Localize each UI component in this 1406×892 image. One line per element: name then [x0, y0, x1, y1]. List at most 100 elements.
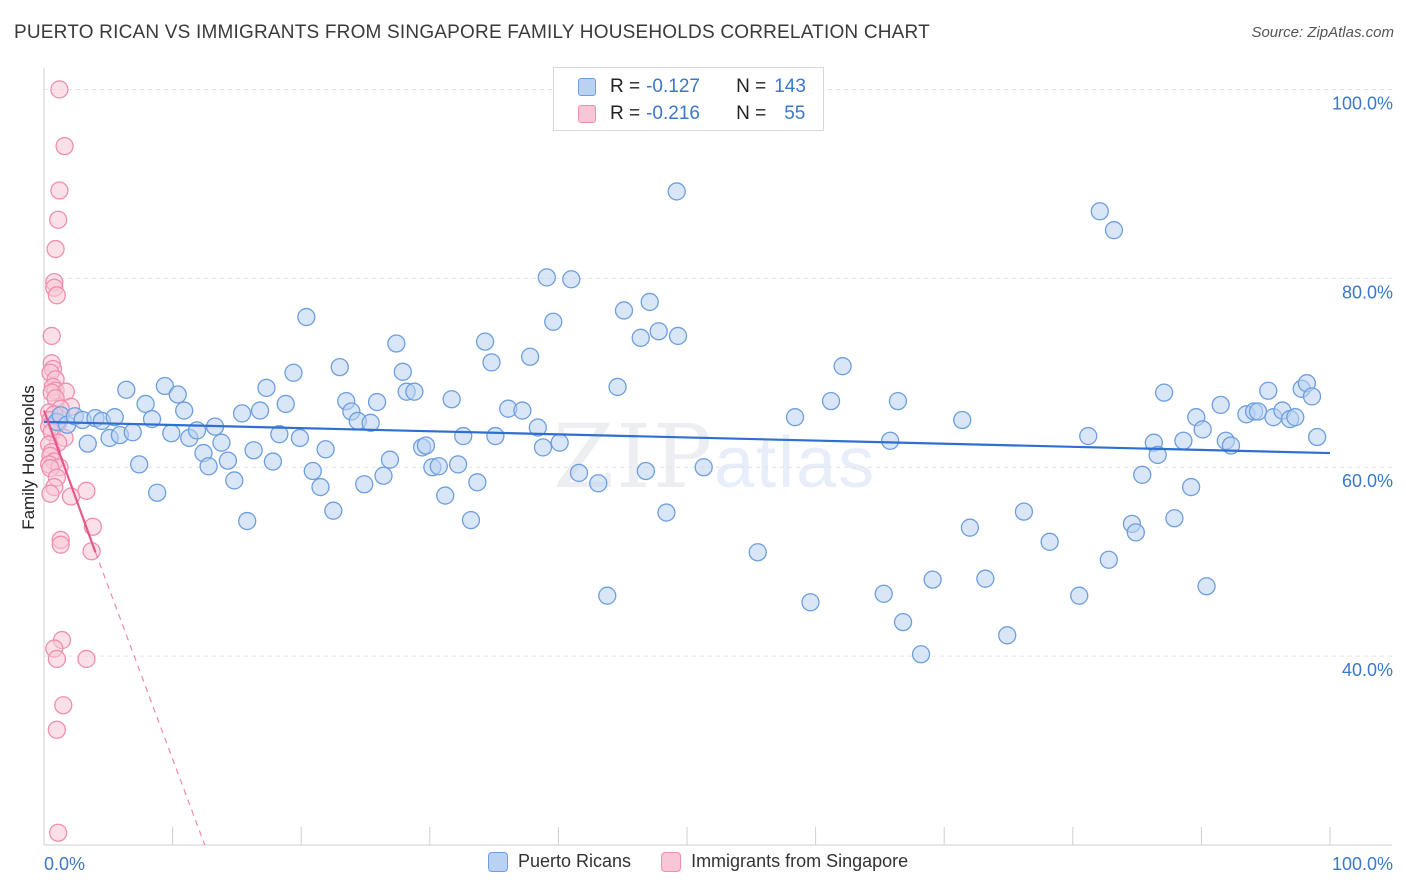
data-point-puerto-rican [537, 268, 556, 287]
data-point-singapore [51, 535, 70, 554]
legend-r-label: R = [610, 103, 641, 124]
data-point-puerto-rican [486, 426, 505, 446]
x-tick-label-min: 0.0% [44, 854, 85, 874]
data-point-puerto-rican [155, 376, 175, 396]
data-point-puerto-rican [297, 307, 316, 327]
data-point-puerto-rican [475, 332, 495, 351]
data-point-singapore [42, 326, 61, 346]
data-point-puerto-rican [1193, 420, 1212, 439]
data-point-singapore [48, 823, 68, 842]
legend-r-value: -0.127 [646, 76, 700, 97]
data-point-puerto-rican [468, 473, 487, 492]
data-point-puerto-rican [330, 357, 349, 377]
legend-swatch-pink [578, 105, 596, 123]
data-point-puerto-rican [117, 380, 136, 399]
axes [43, 68, 1392, 846]
data-point-puerto-rican [361, 413, 380, 432]
trend-line-singapore [42, 410, 97, 553]
data-point-puerto-rican [657, 503, 676, 522]
chart-title: PUERTO RICAN VS IMMIGRANTS FROM SINGAPOR… [14, 22, 930, 43]
data-point-puerto-rican [833, 357, 852, 376]
data-point-puerto-rican [694, 458, 713, 477]
data-point-puerto-rican [250, 401, 270, 420]
data-point-puerto-rican [528, 418, 547, 437]
data-point-puerto-rican [874, 584, 893, 603]
legend-label-puerto-ricans: Puerto Ricans [518, 851, 632, 871]
data-point-puerto-rican [1099, 550, 1118, 569]
data-point-puerto-rican [888, 391, 908, 411]
legend-item-immigrants-from-singapore: Immigrants from Singapore [661, 851, 908, 872]
data-point-puerto-rican [212, 433, 231, 452]
data-point-puerto-rican [461, 510, 481, 530]
data-point-puerto-rican [303, 461, 322, 481]
legend-r-label: R = [610, 76, 641, 97]
data-point-puerto-rican [649, 322, 668, 341]
y-axis-label: Family Households [19, 385, 38, 530]
data-point-puerto-rican [218, 451, 238, 470]
data-point-puerto-rican [544, 312, 563, 331]
data-point-puerto-rican [429, 457, 448, 476]
data-point-puerto-rican [387, 334, 406, 353]
data-point-puerto-rican [1090, 202, 1109, 221]
legend-n-value: 143 [774, 76, 806, 97]
data-point-singapore [47, 720, 67, 739]
data-point-singapore [50, 80, 69, 99]
legend-n-value: 55 [784, 103, 806, 124]
legend-item-puerto-ricans: Puerto Ricans [488, 851, 631, 872]
trend-extension-singapore [94, 552, 206, 846]
legend-row-immigrants-from-singapore: R = -0.216 N = 55 [578, 101, 805, 127]
stats-legend: R = -0.127 N = 143 R = -0.216 N = 55 [553, 67, 824, 131]
data-point-puerto-rican [454, 426, 473, 446]
data-point-puerto-rican [162, 424, 181, 443]
data-point-puerto-rican [284, 363, 303, 382]
data-point-puerto-rican [1286, 408, 1305, 427]
watermark-atlas: atlas [714, 423, 877, 503]
watermark-zip: ZIP [553, 405, 715, 508]
data-point-puerto-rican [1148, 445, 1167, 465]
data-point-singapore [50, 181, 69, 200]
y-tick-label: 100.0% [1332, 93, 1393, 113]
data-point-puerto-rican [1174, 431, 1193, 450]
data-point-puerto-rican [276, 394, 295, 414]
data-point-puerto-rican [976, 569, 995, 588]
legend-r-value: -0.216 [646, 103, 700, 124]
data-point-puerto-rican [270, 425, 289, 444]
data-point-puerto-rican [569, 463, 589, 483]
axis-labels: 40.0% 60.0% 80.0% 100.0% 0.0% 100.0% Family Ho… [19, 93, 1393, 874]
data-point-puerto-rican [998, 626, 1017, 645]
data-point-puerto-rican [640, 292, 659, 312]
data-point-puerto-rican [263, 452, 283, 471]
data-point-puerto-rican [238, 511, 257, 531]
data-point-puerto-rican [482, 353, 501, 372]
data-point-puerto-rican [1165, 509, 1184, 528]
data-point-puerto-rican [1259, 381, 1278, 400]
x-tick-label-max: 100.0% [1332, 854, 1393, 874]
trend-line-puerto-ricans [43, 420, 1331, 455]
data-point-puerto-rican [123, 423, 142, 442]
data-point-puerto-rican [257, 378, 276, 398]
zipatlas-watermark: ZIPatlas [553, 405, 876, 508]
data-point-puerto-rican [960, 518, 980, 537]
data-point-singapore [77, 649, 96, 669]
data-point-puerto-rican [821, 391, 841, 411]
data-point-puerto-rican [78, 434, 97, 453]
y-tick-label: 80.0% [1342, 282, 1393, 302]
data-point-puerto-rican [589, 474, 608, 493]
legend-n-label: N = [736, 103, 767, 124]
legend-row-puerto-ricans: R = -0.127 N = 143 [578, 74, 806, 100]
data-point-singapore [46, 239, 65, 259]
data-point-puerto-rican [668, 326, 688, 346]
data-point-puerto-rican [1014, 502, 1034, 521]
data-point-puerto-rican [355, 475, 374, 494]
data-point-puerto-rican [442, 390, 461, 409]
data-point-puerto-rican [801, 593, 820, 612]
data-point-puerto-rican [1070, 586, 1089, 605]
data-point-puerto-rican [923, 570, 942, 589]
data-point-puerto-rican [199, 457, 218, 476]
data-point-singapore [55, 136, 74, 156]
data-point-puerto-rican [1307, 427, 1327, 447]
data-point-puerto-rican [175, 401, 194, 420]
data-point-puerto-rican [232, 404, 252, 423]
legend-swatch-blue [578, 78, 596, 96]
